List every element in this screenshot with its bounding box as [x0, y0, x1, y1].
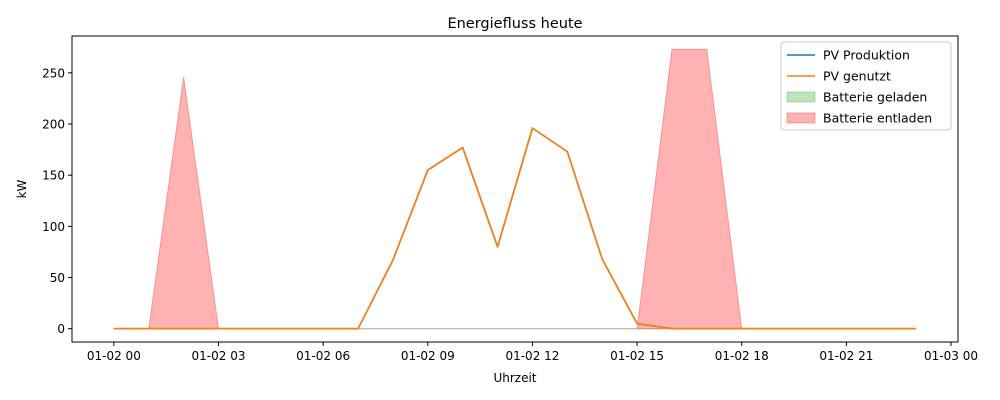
x-axis: 01-02 00 01-02 03 01-02 06 01-02 09 01-02 12…	[87, 342, 978, 363]
chart-title: Energiefluss heute	[447, 16, 582, 32]
x-tick-label: 01-02 21	[819, 349, 873, 363]
x-tick-label: 01-02 00	[87, 349, 141, 363]
y-tick-label: 50	[50, 271, 65, 285]
x-axis-label: Uhrzeit	[493, 371, 536, 385]
y-tick-label: 250	[42, 66, 65, 80]
y-tick-label: 150	[42, 169, 65, 183]
x-tick-label: 01-02 18	[715, 349, 769, 363]
x-tick-label: 01-02 06	[296, 349, 350, 363]
y-tick-label: 200	[42, 118, 65, 132]
y-axis: 0 50 100 150 200 250	[42, 66, 72, 336]
legend-swatch	[786, 112, 816, 124]
y-tick-label: 100	[42, 220, 65, 234]
x-tick-label: 01-02 03	[192, 349, 246, 363]
legend-label: Batterie geladen	[823, 90, 927, 105]
legend-swatch	[786, 91, 816, 103]
legend-label: PV Produktion	[823, 48, 910, 63]
x-tick-label: 01-02 12	[505, 349, 559, 363]
legend: PV Produktion PV genutzt Batterie geladen B…	[780, 41, 952, 131]
line-series-2	[113, 127, 917, 330]
plot-frame	[71, 35, 959, 343]
x-tick-label: 01-03 00	[924, 349, 978, 363]
y-axis-label: kW	[15, 179, 29, 198]
x-tick-label: 01-02 15	[610, 349, 664, 363]
y-tick-label: 0	[57, 322, 65, 336]
legend-box	[780, 41, 952, 131]
legend-label: Batterie entladen	[823, 111, 932, 126]
plot-area	[113, 48, 917, 330]
legend-label: PV genutzt	[823, 69, 891, 84]
x-tick-label: 01-02 09	[401, 349, 455, 363]
